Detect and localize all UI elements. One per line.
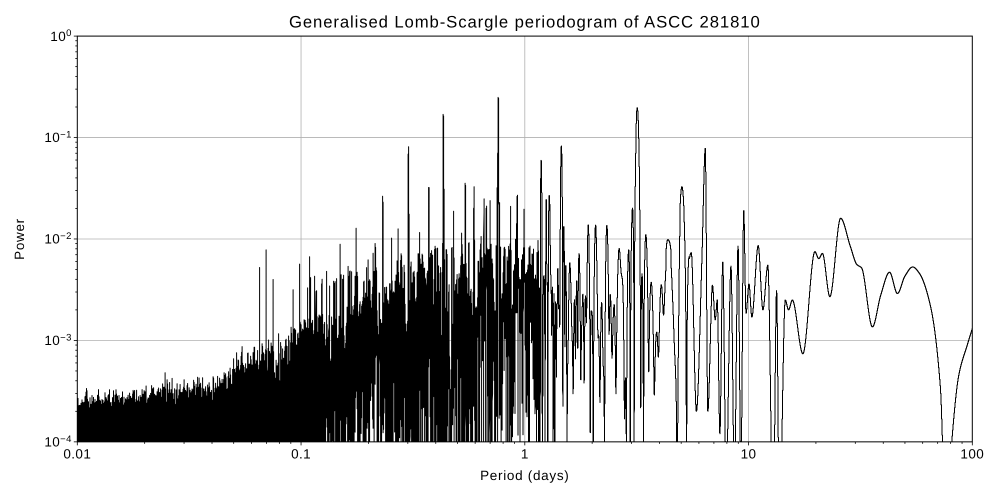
svg-text:10: 10: [741, 447, 757, 462]
svg-text:Generalised Lomb-Scargle perio: Generalised Lomb-Scargle periodogram of …: [289, 13, 761, 32]
svg-text:1: 1: [521, 447, 529, 462]
svg-text:0.1: 0.1: [291, 447, 311, 462]
svg-text:Power: Power: [12, 218, 27, 260]
svg-text:Period (days): Period (days): [480, 468, 569, 483]
svg-text:100: 100: [50, 28, 72, 44]
svg-text:100: 100: [960, 447, 984, 462]
svg-text:0.01: 0.01: [63, 447, 91, 462]
